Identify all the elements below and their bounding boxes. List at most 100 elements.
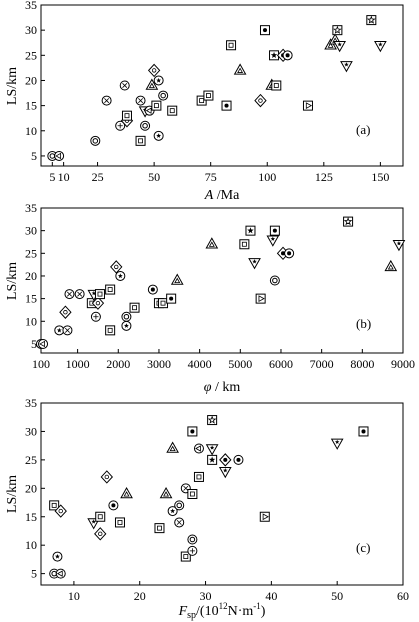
x-tick-label: 125 xyxy=(315,170,333,184)
data-point xyxy=(193,471,204,482)
plot-frame xyxy=(40,4,404,167)
data-point xyxy=(166,293,177,304)
data-point xyxy=(90,311,101,322)
data-point xyxy=(166,441,179,453)
data-point xyxy=(340,61,353,73)
data-point xyxy=(101,95,112,106)
data-point xyxy=(135,135,146,146)
data-point xyxy=(108,500,119,511)
data-point xyxy=(151,100,162,111)
data-point xyxy=(180,551,191,562)
y-axis-title: LS/km xyxy=(5,475,20,513)
panel-b: 100 1000 2000 3000 4000 5000 6000 7000 8000 9000 5… xyxy=(5,201,415,395)
data-point xyxy=(332,25,343,36)
data-point xyxy=(158,90,169,101)
y-tick-label: 20 xyxy=(25,481,37,495)
data-point xyxy=(384,259,398,272)
data-point xyxy=(245,225,256,236)
x-tick-label: 5 xyxy=(49,170,55,184)
x-axis-sub: sp xyxy=(187,610,196,621)
data-point xyxy=(154,523,165,534)
data-point xyxy=(259,25,270,36)
panel-tag: (c) xyxy=(356,540,370,555)
data-point xyxy=(54,504,67,518)
data-point xyxy=(174,517,185,528)
x-axis-var: A xyxy=(204,188,214,203)
data-point xyxy=(187,545,198,556)
data-point xyxy=(135,95,146,106)
data-point xyxy=(282,50,293,61)
data-point xyxy=(100,470,113,484)
x-axis-sup: 12 xyxy=(219,601,228,611)
y-tick-label: 10 xyxy=(25,538,37,552)
data-point xyxy=(94,289,105,300)
x-tick-label: 8000 xyxy=(350,357,374,371)
y-tick-label: 5 xyxy=(31,149,37,163)
data-point xyxy=(167,105,178,116)
x-tick-label: 5000 xyxy=(228,357,252,371)
x-axis-var: φ xyxy=(204,380,212,395)
x-tick-label: 40 xyxy=(265,589,277,603)
data-point xyxy=(120,486,133,499)
x-tick-label: 20 xyxy=(134,589,146,603)
data-point xyxy=(218,467,232,479)
panel-tag: (b) xyxy=(356,316,371,331)
data-point xyxy=(187,534,198,545)
data-point xyxy=(105,325,116,336)
data-point xyxy=(226,40,237,51)
tick-group: 10 20 30 40 50 60 5 10 15 20 25 30 35 xyxy=(25,396,409,603)
y-axis-title: LS/km xyxy=(5,67,20,105)
y-tick-label: 15 xyxy=(25,292,37,306)
panel-c: 10 20 30 40 50 60 5 10 15 20 25 30 35 (c) LS/km Fsp/… xyxy=(5,396,409,621)
y-tick-label: 10 xyxy=(25,314,37,328)
y-tick-label: 35 xyxy=(25,396,37,410)
y-tick-label: 5 xyxy=(31,337,37,351)
points-group xyxy=(47,15,387,161)
x-axis-unit: /Ma xyxy=(213,188,240,203)
x-tick-label: 10 xyxy=(68,589,80,603)
y-axis-title: LS/km xyxy=(5,262,20,300)
x-tick-label: 6000 xyxy=(269,357,293,371)
x-tick-label: 7000 xyxy=(310,357,334,371)
y-tick-label: 25 xyxy=(25,48,37,62)
tick-group: 100 1000 2000 3000 4000 5000 6000 7000 8000 9000 5… xyxy=(25,201,415,371)
x-tick-label: 3000 xyxy=(147,357,171,371)
x-axis-close: ) xyxy=(261,604,266,619)
data-point xyxy=(271,80,282,91)
data-point xyxy=(255,293,266,304)
data-point xyxy=(110,260,123,274)
data-point xyxy=(392,240,406,252)
points-group xyxy=(36,216,406,349)
y-tick-label: 35 xyxy=(25,0,37,12)
y-tick-label: 30 xyxy=(25,424,37,438)
data-point xyxy=(115,270,126,281)
data-point xyxy=(233,63,247,75)
data-point xyxy=(374,41,387,53)
data-point xyxy=(187,426,198,437)
data-point xyxy=(269,275,280,286)
x-axis-sup2: -1 xyxy=(253,601,261,611)
data-point xyxy=(358,426,369,437)
data-point xyxy=(90,135,101,146)
data-point xyxy=(145,78,159,90)
data-point xyxy=(153,130,164,141)
data-point xyxy=(167,506,178,517)
data-point xyxy=(114,517,125,528)
data-point xyxy=(95,511,106,522)
data-point xyxy=(233,454,244,465)
x-tick-label: 60 xyxy=(397,589,409,603)
y-tick-label: 30 xyxy=(25,224,37,238)
data-point xyxy=(62,325,73,336)
plot-frame xyxy=(40,402,404,586)
x-axis-unit: / km xyxy=(211,380,240,395)
y-tick-label: 30 xyxy=(25,23,37,37)
x-axis-title: φ / km xyxy=(204,380,241,395)
y-tick-label: 25 xyxy=(25,453,37,467)
x-axis-title: A /Ma xyxy=(204,188,240,203)
points-group xyxy=(49,415,369,579)
data-point xyxy=(266,235,280,247)
data-point xyxy=(170,273,184,285)
data-point xyxy=(284,248,295,259)
